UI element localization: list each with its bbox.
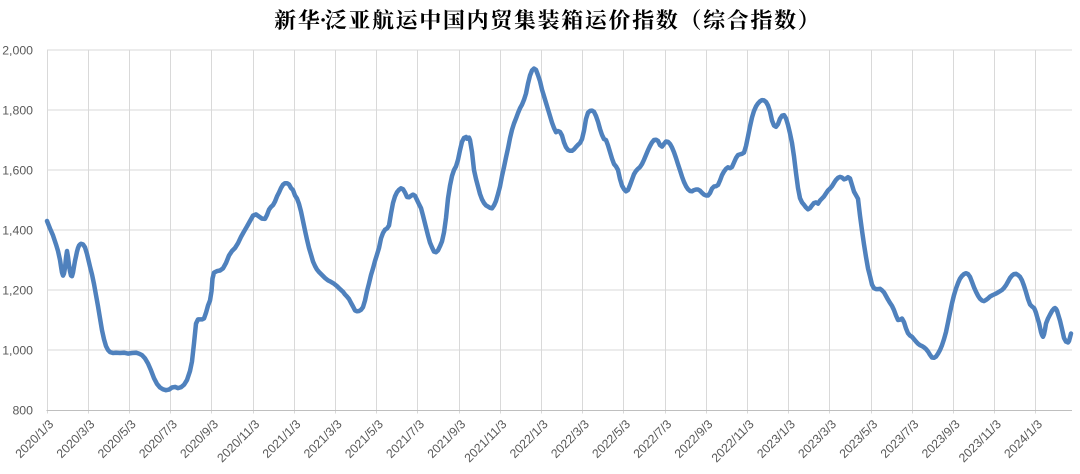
svg-text:1,800: 1,800 xyxy=(2,104,33,118)
svg-text:2021/7/3: 2021/7/3 xyxy=(383,417,427,461)
svg-text:2021/11/3: 2021/11/3 xyxy=(462,417,510,465)
svg-text:2021/5/3: 2021/5/3 xyxy=(342,417,386,461)
svg-text:2,000: 2,000 xyxy=(2,44,33,58)
svg-text:2022/1/3: 2022/1/3 xyxy=(507,417,551,461)
svg-text:2022/11/3: 2022/11/3 xyxy=(709,417,757,465)
svg-text:2020/1/3: 2020/1/3 xyxy=(13,417,57,461)
svg-text:2022/5/3: 2022/5/3 xyxy=(589,417,633,461)
svg-text:2023/11/3: 2023/11/3 xyxy=(956,417,1004,465)
svg-text:2023/5/3: 2023/5/3 xyxy=(837,417,881,461)
svg-text:2020/5/3: 2020/5/3 xyxy=(95,417,139,461)
svg-text:2021/1/3: 2021/1/3 xyxy=(260,417,304,461)
svg-text:800: 800 xyxy=(12,404,33,418)
svg-text:2022/3/3: 2022/3/3 xyxy=(548,417,592,461)
svg-text:1,200: 1,200 xyxy=(2,284,33,298)
svg-text:2020/11/3: 2020/11/3 xyxy=(214,417,262,465)
svg-text:2022/7/3: 2022/7/3 xyxy=(631,417,675,461)
svg-text:1,000: 1,000 xyxy=(2,344,33,358)
svg-text:2023/3/3: 2023/3/3 xyxy=(795,417,839,461)
svg-text:2020/7/3: 2020/7/3 xyxy=(136,417,180,461)
svg-text:2020/3/3: 2020/3/3 xyxy=(54,417,98,461)
svg-text:1,600: 1,600 xyxy=(2,164,33,178)
svg-text:2023/7/3: 2023/7/3 xyxy=(878,417,922,461)
svg-text:1,400: 1,400 xyxy=(2,224,33,238)
svg-text:2023/1/3: 2023/1/3 xyxy=(754,417,798,461)
svg-text:2024/1/3: 2024/1/3 xyxy=(1001,417,1045,461)
svg-text:2021/3/3: 2021/3/3 xyxy=(301,417,345,461)
